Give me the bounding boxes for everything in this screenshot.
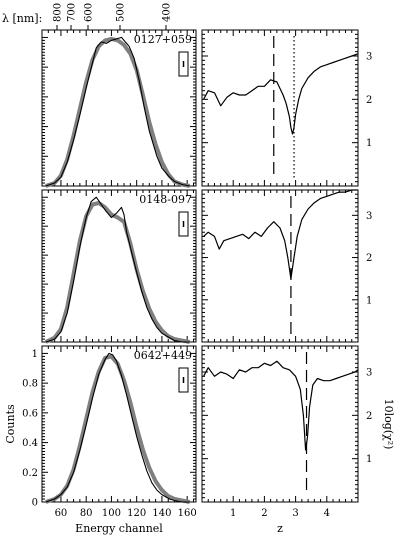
spectrum-panel-1: 0127+059 [41, 29, 197, 188]
wavelength-tick-label: 800 [53, 3, 64, 22]
redshift-axis-label: z [277, 522, 283, 535]
chi2-y-tick-label: 3 [366, 368, 372, 379]
wavelength-axis-title: λ [nm]: [2, 12, 42, 25]
chi2-panel-2: 1 2 3 [201, 189, 372, 343]
chi2-y-tick-label: 1 [366, 295, 372, 306]
wavelength-tick-label: 400 [162, 3, 173, 22]
spectrum-x-tick-label: 160 [178, 508, 197, 519]
energy-channel-label: Energy channel [75, 522, 163, 535]
observed-spectrum-line [45, 352, 190, 503]
spectrum-y-tick-label: 0.4 [22, 438, 38, 449]
spectrum-frame [41, 189, 197, 343]
chi2-curve [203, 53, 359, 135]
wavelength-tick-label: 700 [67, 3, 78, 22]
model-spectrum-line [44, 201, 191, 344]
spectrum-y-tick-label: 0 [32, 498, 38, 509]
spectrum-x-tick-label: 60 [55, 508, 68, 519]
chi2-y-tick-label: 3 [366, 211, 372, 222]
wavelength-tick-label: 600 [84, 3, 95, 22]
spectrum-y-tick-label: 1 [32, 349, 38, 360]
object-label: 0642+449 [134, 349, 192, 362]
spectrum-x-tick-label: 120 [127, 508, 146, 519]
chi2-panel-1: 1 2 3 [201, 29, 372, 187]
chi2-y-tick-label: 2 [366, 253, 372, 264]
error-bar-box [178, 211, 189, 237]
error-bar-box [178, 367, 189, 393]
spectrum-x-tick-label: 80 [80, 508, 93, 519]
chi2-y-tick-label: 2 [366, 95, 372, 106]
chi2-x-tick-label: 3 [292, 508, 298, 519]
spectrum-y-tick-label: 0.8 [22, 379, 38, 390]
chi2-y-tick-label: 1 [366, 454, 372, 465]
spectrum-frame [41, 29, 197, 187]
spectrum-y-tick-label: 0.6 [22, 408, 38, 419]
chi2-x-tick-label: 1 [230, 508, 236, 519]
chi2-x-tick-label: 4 [324, 508, 330, 519]
chi2-frame [201, 29, 359, 187]
chi2-frame [201, 189, 359, 343]
observed-spectrum-line [45, 36, 190, 187]
spectrum-x-tick-label: 140 [152, 508, 171, 519]
chi2-curve [203, 360, 359, 451]
spectrum-x-tick-label: 100 [102, 508, 121, 519]
spectrum-frame [41, 345, 197, 503]
chi2-axis-label: 10log(χ²) [382, 399, 395, 450]
panels: 0127+059 1 2 3 0148-097 1 2 3 0642+449 0 0.2 0.4 0.6… [22, 29, 372, 509]
spectrum-panel-3: 0642+449 0 0.2 0.4 0.6 0.8 1 [22, 345, 197, 509]
spectrum-y-tick-label: 0.2 [22, 468, 38, 479]
error-bar-box [178, 51, 189, 77]
spectrum-panel-2: 0148-097 [41, 189, 197, 344]
chi2-frame [201, 345, 359, 503]
counts-axis-label: Counts [4, 404, 17, 444]
object-label: 0148-097 [139, 193, 192, 206]
chi2-panel-3: 1 2 3 [201, 345, 372, 503]
chi2-y-tick-label: 3 [366, 52, 372, 63]
object-label: 0127+059 [134, 33, 192, 46]
model-spectrum-line [45, 36, 191, 188]
chi2-curve [203, 189, 358, 280]
wavelength-axis: 800 700 600 500 400 λ [nm]: [2, 3, 196, 31]
observed-spectrum-line [45, 196, 190, 343]
model-spectrum-line [45, 354, 191, 504]
chi2-y-tick-label: 1 [366, 138, 372, 149]
wavelength-tick-label: 500 [116, 3, 127, 22]
chi2-y-tick-label: 2 [366, 411, 372, 422]
chi2-x-tick-label: 2 [261, 508, 267, 519]
